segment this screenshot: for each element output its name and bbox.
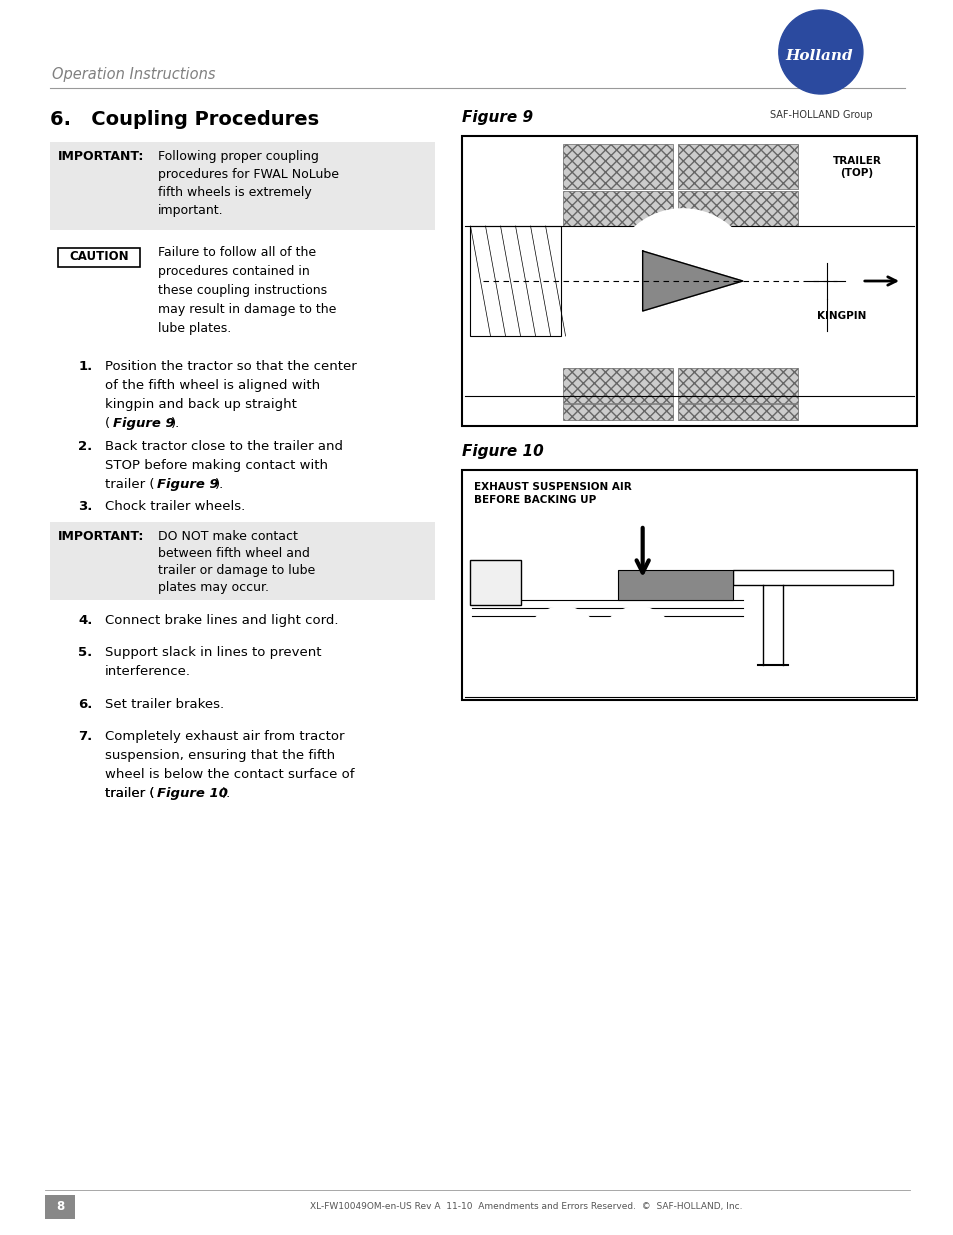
Bar: [677, 144, 797, 189]
Text: Failure to follow all of the: Failure to follow all of the: [158, 246, 316, 259]
Text: IMPORTANT:: IMPORTANT:: [58, 530, 144, 543]
Bar: [562, 144, 672, 189]
Text: IMPORTANT:: IMPORTANT:: [58, 149, 144, 163]
Text: lube plates.: lube plates.: [158, 322, 232, 335]
Text: 8: 8: [56, 1200, 64, 1214]
Circle shape: [808, 263, 844, 299]
Text: Chock trailer wheels.: Chock trailer wheels.: [105, 500, 245, 513]
Polygon shape: [642, 251, 742, 311]
Circle shape: [548, 631, 576, 659]
Text: Figure 9: Figure 9: [157, 478, 218, 492]
Bar: [470, 226, 560, 336]
Bar: [45, 1195, 75, 1219]
Text: Figure 9: Figure 9: [462, 110, 533, 125]
Text: 3.: 3.: [78, 500, 92, 513]
Text: CAUTION: CAUTION: [70, 251, 129, 263]
Text: EXHAUST SUSPENSION AIR
BEFORE BACKING UP: EXHAUST SUSPENSION AIR BEFORE BACKING UP: [474, 482, 632, 505]
Text: Following proper coupling: Following proper coupling: [158, 149, 318, 163]
Bar: [58, 248, 140, 267]
Text: Completely exhaust air from tractor: Completely exhaust air from tractor: [105, 730, 344, 743]
Circle shape: [623, 631, 651, 659]
Text: KINGPIN: KINGPIN: [817, 311, 865, 321]
Text: important.: important.: [158, 204, 224, 217]
Text: 4.: 4.: [78, 614, 92, 627]
Text: (: (: [105, 417, 111, 430]
Text: procedures contained in: procedures contained in: [158, 266, 310, 278]
Text: 6.   Coupling Procedures: 6. Coupling Procedures: [50, 110, 319, 128]
Bar: [462, 136, 916, 426]
Text: 6.: 6.: [78, 698, 92, 711]
Text: fifth wheels is extremely: fifth wheels is extremely: [158, 186, 312, 199]
Circle shape: [524, 606, 600, 683]
Bar: [677, 404, 797, 420]
Text: trailer (: trailer (: [105, 478, 154, 492]
Text: trailer or damage to lube: trailer or damage to lube: [158, 564, 315, 577]
Text: wheel is below the contact surface of: wheel is below the contact surface of: [105, 768, 355, 781]
Bar: [677, 368, 797, 403]
Bar: [470, 559, 520, 605]
Bar: [562, 191, 672, 226]
Text: STOP before making contact with: STOP before making contact with: [105, 459, 328, 472]
Text: these coupling instructions: these coupling instructions: [158, 284, 327, 296]
Text: TRAILER
(TOP): TRAILER (TOP): [832, 156, 881, 178]
Text: ).: ).: [215, 478, 224, 492]
Text: Support slack in lines to prevent: Support slack in lines to prevent: [105, 646, 321, 659]
Text: kingpin and back up straight: kingpin and back up straight: [105, 398, 296, 411]
Bar: [562, 368, 672, 403]
Text: Connect brake lines and light cord.: Connect brake lines and light cord.: [105, 614, 338, 627]
Text: ).: ).: [171, 417, 180, 430]
Text: interference.: interference.: [105, 664, 191, 678]
Text: suspension, ensuring that the fifth: suspension, ensuring that the fifth: [105, 748, 335, 762]
Bar: [562, 404, 672, 420]
Text: ).: ).: [222, 787, 232, 800]
Text: Figure 10: Figure 10: [157, 787, 228, 800]
Text: SAF-HOLLAND Group: SAF-HOLLAND Group: [769, 110, 871, 120]
Text: XL-FW10049OM-en-US Rev A  11-10  Amendments and Errors Reserved.  ©  SAF-HOLLAND: XL-FW10049OM-en-US Rev A 11-10 Amendment…: [310, 1203, 742, 1212]
Circle shape: [599, 606, 675, 683]
Text: Operation Instructions: Operation Instructions: [52, 68, 215, 83]
Text: Back tractor close to the trailer and: Back tractor close to the trailer and: [105, 440, 343, 453]
Text: procedures for FWAL NoLube: procedures for FWAL NoLube: [158, 168, 339, 182]
Bar: [50, 522, 435, 600]
Bar: [677, 191, 797, 226]
Text: trailer (: trailer (: [105, 787, 154, 800]
Text: DO NOT make contact: DO NOT make contact: [158, 530, 297, 543]
Text: Figure 9: Figure 9: [113, 417, 174, 430]
Text: between fifth wheel and: between fifth wheel and: [158, 547, 310, 559]
Bar: [462, 471, 916, 700]
Bar: [617, 571, 732, 600]
Text: ®: ®: [844, 63, 852, 69]
Text: Holland: Holland: [784, 49, 852, 63]
Text: Set trailer brakes.: Set trailer brakes.: [105, 698, 224, 711]
Text: 1.: 1.: [78, 359, 92, 373]
Text: 2.: 2.: [78, 440, 92, 453]
Circle shape: [610, 209, 754, 353]
Text: Figure 10: Figure 10: [462, 445, 543, 459]
Text: 5.: 5.: [78, 646, 92, 659]
Text: may result in damage to the: may result in damage to the: [158, 303, 336, 316]
Bar: [732, 571, 892, 585]
Text: 7.: 7.: [78, 730, 92, 743]
Text: Position the tractor so that the center: Position the tractor so that the center: [105, 359, 356, 373]
Bar: [50, 142, 435, 230]
Circle shape: [778, 10, 862, 94]
Text: of the fifth wheel is aligned with: of the fifth wheel is aligned with: [105, 379, 320, 391]
Text: trailer (: trailer (: [105, 787, 154, 800]
Text: plates may occur.: plates may occur.: [158, 580, 269, 594]
